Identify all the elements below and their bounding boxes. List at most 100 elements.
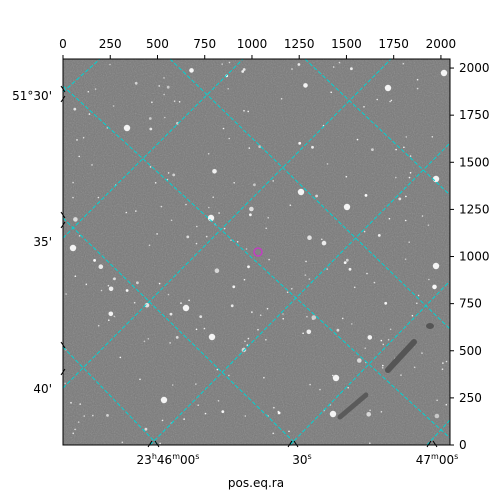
star — [326, 268, 328, 270]
star — [409, 177, 411, 179]
star — [237, 241, 239, 243]
bright-star — [344, 204, 350, 210]
star — [390, 329, 392, 331]
star — [383, 344, 385, 346]
star — [64, 383, 66, 385]
right-tick-label: 250 — [459, 391, 482, 405]
star — [265, 228, 267, 230]
ra-tick-label: 47m00s — [416, 452, 459, 467]
star — [422, 215, 424, 217]
star — [414, 367, 416, 369]
star — [139, 379, 141, 381]
star — [197, 404, 199, 406]
star — [89, 113, 91, 115]
star — [76, 139, 78, 141]
star — [410, 172, 412, 174]
star — [113, 277, 116, 280]
star — [113, 105, 115, 107]
x-axis-label: pos.eq.ra — [228, 476, 284, 490]
star — [369, 410, 371, 412]
image-panel — [63, 59, 450, 445]
star — [185, 204, 187, 206]
star — [179, 101, 181, 103]
left-dec-axis: 51°30' 35' 40' — [12, 86, 65, 396]
star — [389, 218, 391, 220]
bright-star — [298, 189, 304, 195]
star — [398, 198, 401, 201]
star — [408, 241, 410, 243]
star — [410, 155, 412, 157]
star — [395, 149, 397, 151]
right-tick-label: 0 — [459, 438, 467, 452]
top-tick-label: 2000 — [426, 37, 457, 51]
star — [321, 239, 323, 241]
star — [106, 414, 109, 417]
star — [366, 273, 368, 275]
star — [73, 108, 76, 111]
star — [98, 325, 100, 327]
star — [78, 156, 80, 158]
star — [365, 194, 368, 197]
star — [126, 212, 128, 214]
star — [229, 62, 231, 64]
star — [364, 347, 366, 349]
star — [263, 377, 265, 379]
star — [135, 210, 137, 212]
star — [135, 82, 138, 85]
star — [406, 136, 408, 138]
star — [227, 88, 229, 90]
dec-tick-label: 51°30' — [12, 89, 52, 103]
star — [72, 182, 74, 184]
star — [251, 311, 253, 313]
star — [403, 147, 405, 149]
top-tick-label: 500 — [146, 37, 169, 51]
star — [265, 339, 267, 341]
star — [412, 315, 414, 317]
star — [172, 384, 174, 386]
star — [122, 442, 124, 444]
star — [315, 195, 318, 198]
star — [161, 206, 163, 208]
star — [290, 204, 292, 206]
star — [149, 245, 151, 247]
top-tick-label: 1250 — [284, 37, 315, 51]
star — [395, 177, 397, 179]
star — [287, 292, 289, 294]
star — [218, 212, 220, 214]
bottom-ra-axis: 23h46m00s 30s 47m00s pos.eq.ra — [137, 441, 459, 490]
star — [163, 77, 165, 79]
star — [272, 180, 274, 182]
star — [416, 303, 418, 305]
star — [366, 412, 371, 417]
star — [357, 358, 362, 363]
star — [354, 287, 356, 289]
star — [215, 268, 220, 273]
star — [346, 176, 348, 178]
star — [428, 279, 430, 281]
star — [244, 279, 246, 281]
star — [309, 384, 311, 386]
bright-star — [183, 305, 189, 311]
star — [382, 367, 384, 369]
star — [364, 231, 366, 233]
star — [391, 100, 393, 102]
right-tick-label: 1250 — [459, 202, 490, 216]
star — [218, 400, 220, 402]
star — [322, 241, 327, 246]
star — [196, 243, 198, 245]
star — [180, 302, 182, 304]
star — [346, 259, 349, 262]
star — [384, 302, 387, 305]
star — [93, 259, 96, 262]
star — [72, 197, 74, 199]
star — [95, 88, 97, 90]
star — [381, 340, 383, 342]
star — [389, 101, 391, 103]
star — [149, 117, 152, 120]
star — [376, 99, 378, 101]
star — [126, 289, 129, 292]
star — [298, 63, 301, 66]
right-tick-label: 1000 — [459, 250, 490, 264]
top-tick-label: 1000 — [237, 37, 268, 51]
